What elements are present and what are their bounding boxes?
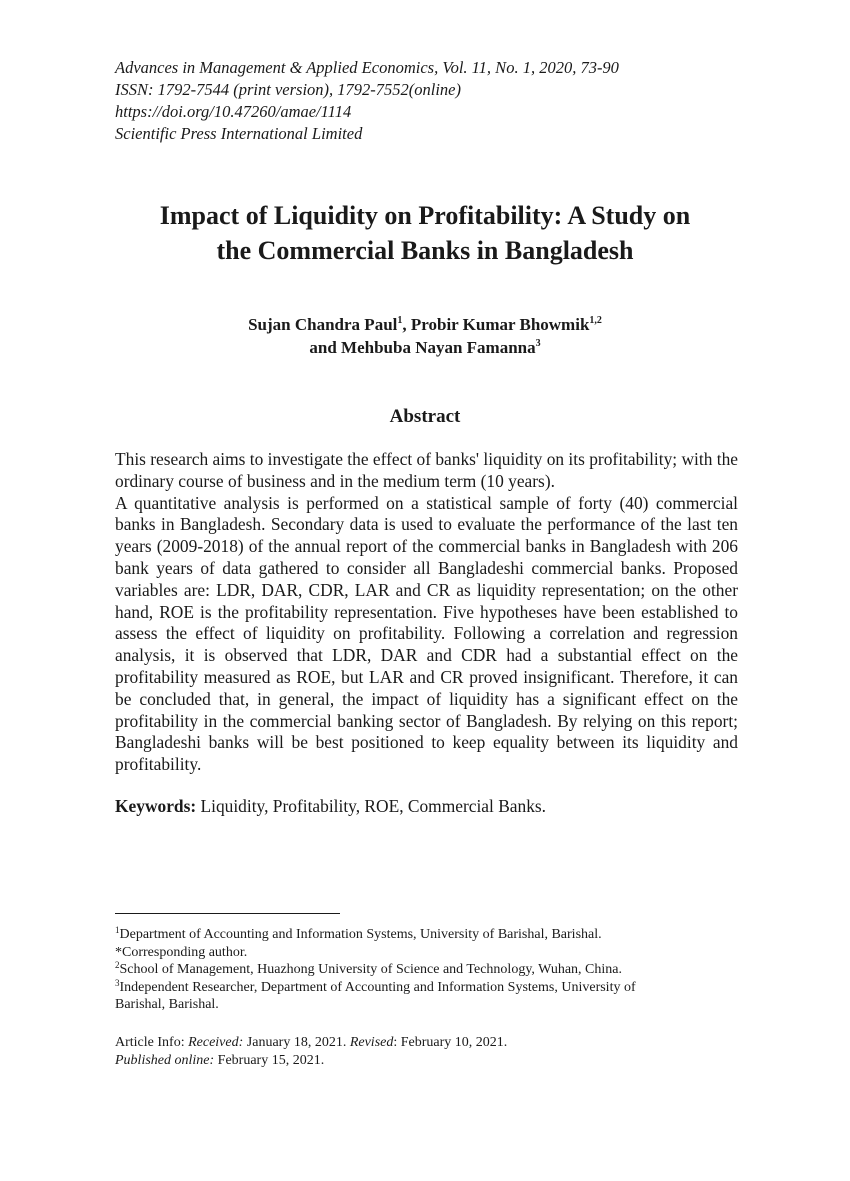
keywords: Keywords: Liquidity, Profitability, ROE,… bbox=[115, 795, 738, 817]
author-line-2: and Mehbuba Nayan Famanna3 bbox=[60, 336, 790, 359]
footnote-mark: 1 bbox=[115, 925, 120, 935]
paper-title: Impact of Liquidity on Profitability: A … bbox=[60, 198, 790, 268]
paper-title-line-1: Impact of Liquidity on Profitability: A … bbox=[159, 201, 691, 230]
author-line-1: Sujan Chandra Paul1, Probir Kumar Bhowmi… bbox=[60, 313, 790, 336]
revised-date: : February 10, 2021. bbox=[393, 1035, 508, 1050]
author-name: Sujan Chandra Paul bbox=[248, 315, 398, 334]
footnote-text: Independent Researcher, Department of Ac… bbox=[119, 979, 636, 995]
abstract-heading: Abstract bbox=[389, 406, 461, 427]
footnote-affiliation-3: 3Independent Researcher, Department of A… bbox=[115, 977, 738, 997]
footnote-affiliation-3-continued: Barishal, Barishal. bbox=[115, 997, 219, 1013]
journal-publisher: Scientific Press International Limited bbox=[115, 124, 363, 143]
author-conjunction: and bbox=[309, 338, 342, 357]
author-affiliation-mark: 1,2 bbox=[589, 315, 602, 326]
journal-header: Advances in Management & Applied Economi… bbox=[115, 57, 619, 145]
footnote-affiliation-2: 2School of Management, Huazhong Universi… bbox=[115, 961, 738, 979]
article-info-dates: Article Info: Received: January 18, 2021… bbox=[115, 1034, 738, 1052]
author-name: Probir Kumar Bhowmik bbox=[410, 315, 590, 334]
author-list: Sujan Chandra Paul1, Probir Kumar Bhowmi… bbox=[60, 313, 790, 359]
journal-citation: Advances in Management & Applied Economi… bbox=[115, 58, 619, 77]
article-info-label: Article Info: bbox=[115, 1035, 189, 1050]
keywords-list: Liquidity, Profitability, ROE, Commercia… bbox=[196, 796, 547, 816]
footnote-mark: 2 bbox=[115, 960, 120, 971]
author-name: Mehbuba Nayan Famanna bbox=[341, 338, 536, 357]
footnotes: 1Department of Accounting and Informatio… bbox=[115, 926, 738, 1014]
paper-title-line-2: the Commercial Banks in Bangladesh bbox=[216, 236, 634, 265]
received-label: Received: bbox=[188, 1035, 244, 1050]
keywords-label: Keywords: bbox=[115, 796, 197, 816]
received-date: January 18, 2021. bbox=[243, 1035, 350, 1050]
footnote-text: Department of Accounting and Information… bbox=[119, 927, 602, 942]
article-info: Article Info: Received: January 18, 2021… bbox=[115, 1034, 738, 1069]
footnote-text: School of Management, Huazhong Universit… bbox=[119, 962, 622, 978]
abstract-body: This research aims to investigate the ef… bbox=[115, 449, 738, 776]
journal-issn: ISSN: 1792-7544 (print version), 1792-75… bbox=[115, 80, 461, 99]
article-info-published: Published online: February 15, 2021. bbox=[115, 1052, 738, 1070]
author-separator: , bbox=[402, 315, 411, 334]
journal-doi-link[interactable]: https://doi.org/10.47260/amae/1114 bbox=[115, 102, 352, 121]
revised-label: Revised bbox=[349, 1035, 394, 1050]
author-affiliation-mark: 3 bbox=[535, 338, 541, 349]
footnote-affiliation-1: 1Department of Accounting and Informatio… bbox=[115, 926, 738, 944]
published-date: February 15, 2021. bbox=[214, 1052, 325, 1068]
abstract-paragraph: A quantitative analysis is performed on … bbox=[115, 492, 738, 775]
footnote-divider bbox=[115, 913, 340, 914]
footnote-corresponding-author: *Corresponding author. bbox=[115, 944, 248, 960]
author-affiliation-mark: 1 bbox=[397, 315, 403, 326]
abstract-paragraph: This research aims to investigate the ef… bbox=[115, 449, 738, 491]
published-label: Published online: bbox=[115, 1052, 215, 1068]
footnote-mark: 3 bbox=[115, 977, 120, 988]
